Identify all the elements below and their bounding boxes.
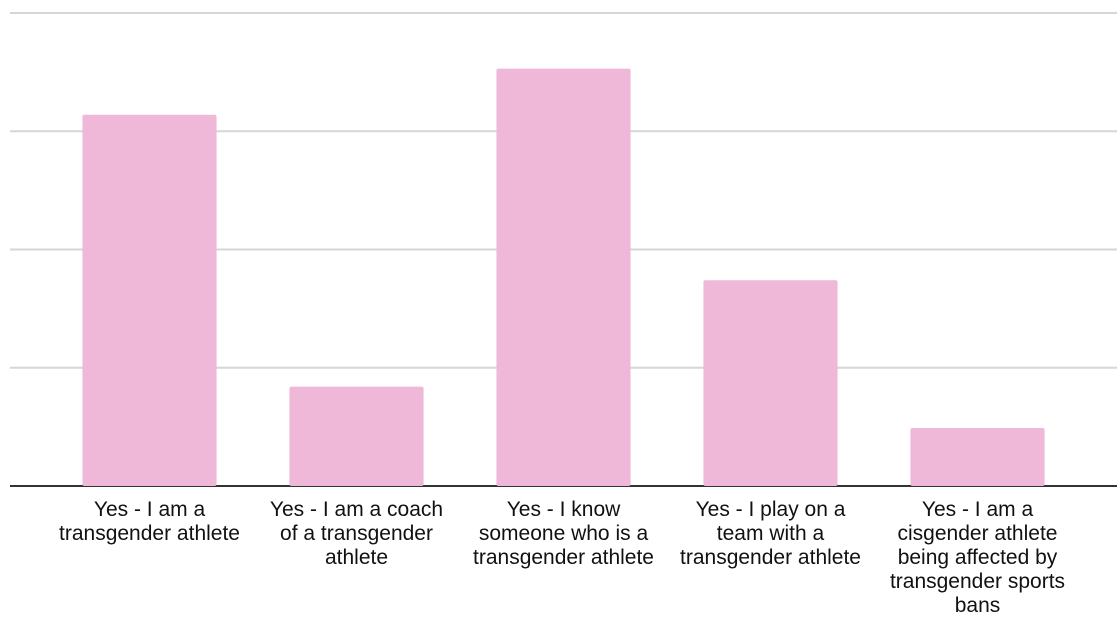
bar xyxy=(82,114,217,486)
x-tick-label: Yes - I play on a team with a transgende… xyxy=(680,498,861,569)
bar xyxy=(910,428,1045,486)
bar xyxy=(496,68,631,486)
bar xyxy=(703,280,838,486)
x-tick-label: Yes - I know someone who is a transgende… xyxy=(473,498,654,569)
x-tick-label: Yes - I am a cisgender athlete being aff… xyxy=(889,498,1066,617)
bar xyxy=(289,386,424,486)
x-tick-label: Yes - I am a transgender athlete xyxy=(59,498,240,545)
x-tick-label: Yes - I am a coach of a transgender athl… xyxy=(269,498,444,569)
